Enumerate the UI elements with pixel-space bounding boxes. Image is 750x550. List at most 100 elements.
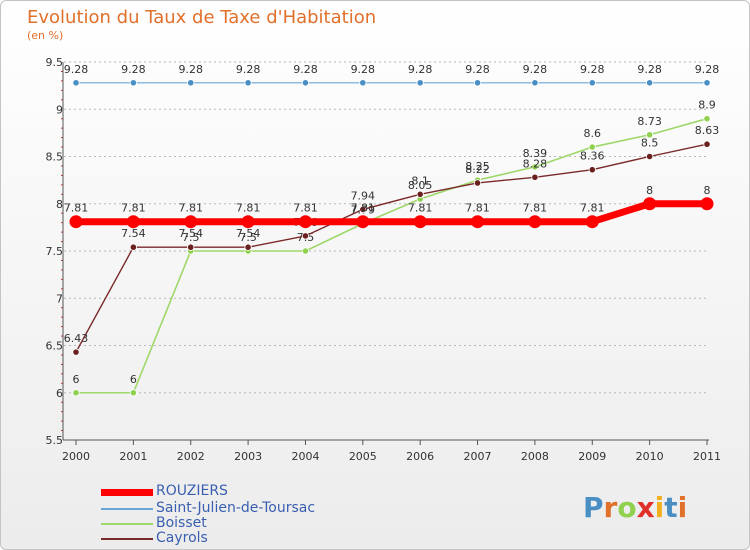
data-point [646,79,654,87]
data-point [69,215,83,229]
data-label: 9.28 [465,63,490,76]
data-point [703,140,711,148]
proxiti-logo: Proxiti [583,491,687,524]
legend-label: Cayrols [156,530,208,546]
data-label: 9.28 [637,63,662,76]
y-unit-label: (en %) [27,29,64,42]
data-point [413,215,427,229]
series-line [75,143,708,353]
y-tick-label: 8 [56,198,63,211]
data-point [129,243,137,251]
logo-letter: o [617,491,637,524]
data-label: 7.81 [408,202,433,215]
data-point [588,79,596,87]
data-point [126,215,140,229]
legend-label: Boisset [156,515,207,531]
data-point [244,79,252,87]
data-point [301,79,310,87]
data-point [643,197,657,211]
data-point [301,247,310,255]
data-point [528,215,542,229]
data-label: 9.28 [695,63,720,76]
data-point [241,215,255,229]
data-label: 8 [704,184,711,197]
y-tick-label: 7.5 [46,245,64,258]
data-point [301,232,310,240]
data-point [588,143,596,151]
y-tick-label: 6.5 [46,340,64,353]
data-point [187,79,195,87]
data-point [72,79,80,87]
data-label: 9.28 [121,63,146,76]
y-tick-label: 6 [56,387,63,400]
x-tick-label: 2001 [119,450,147,463]
data-point [531,79,539,87]
data-label: 9.28 [178,63,203,76]
data-point [416,79,424,87]
y-tick-label: 5.5 [46,434,64,447]
data-point [129,389,137,397]
y-tick-label: 7 [56,292,63,305]
data-label: 8.1 [411,174,429,187]
data-point [359,79,367,87]
data-point [244,243,252,251]
data-point [184,215,198,229]
data-label: 7.81 [465,202,490,215]
data-label: 7.5 [182,231,200,244]
data-label: 8.39 [523,147,548,160]
data-point [473,79,482,87]
logo-letter: i [654,491,665,524]
x-tick-label: 2011 [693,450,721,463]
data-label: 7.81 [523,202,548,215]
x-tick-label: 2006 [406,450,434,463]
data-label: 9.28 [408,63,433,76]
data-label: 8.9 [698,99,716,112]
data-point [72,389,80,397]
data-label: 7.81 [293,202,318,215]
data-point [531,173,539,181]
data-label: 9.28 [64,63,89,76]
data-label: 8.05 [408,179,433,192]
data-label: 7.81 [121,202,146,215]
data-label: 9.28 [293,63,318,76]
y-tick-label: 9 [56,103,63,116]
data-point [700,197,714,211]
data-label: 7.5 [239,231,257,244]
data-label: 9.28 [236,63,261,76]
chart-title: Evolution du Taux de Taxe d'Habitation [27,7,377,28]
data-label: 8.6 [584,127,602,140]
data-point [585,215,599,229]
x-tick-label: 2002 [177,450,205,463]
legend-swatch [101,488,153,496]
logo-letter: i [677,491,688,524]
data-point [703,115,711,123]
data-label: 6.43 [64,332,89,345]
legend-label: ROUZIERS [156,483,228,499]
data-point [187,243,195,251]
data-point [356,215,370,229]
x-tick-label: 2009 [578,450,606,463]
series-saint-julien-de-toursac: 9.28 9.28 9.28 9.28 9.28 9.28 9.28 9.28 9.28 9.28… [64,63,720,87]
x-tick-label: 2003 [234,450,262,463]
data-label: 8.36 [580,150,605,163]
data-label: 8.5 [641,137,659,150]
data-label: 7.81 [580,202,605,215]
data-label: 9.28 [523,63,548,76]
logo-letter: P [583,491,604,524]
logo-letter: x [636,491,655,524]
data-point [703,79,711,87]
data-label: 8.63 [695,124,720,137]
x-tick-label: 2005 [349,450,377,463]
data-point [646,152,654,161]
x-tick-label: 2004 [291,450,319,463]
data-label: 8.73 [637,115,662,128]
x-tick-label: 2007 [464,450,492,463]
data-label: 8.22 [465,163,490,176]
data-label: 7.54 [121,227,146,240]
logo-letter: t [664,491,678,524]
y-tick-label: 8.5 [46,151,64,164]
data-label: 6 [130,373,137,386]
data-point [531,163,539,171]
data-label: 7.54 [236,227,261,240]
